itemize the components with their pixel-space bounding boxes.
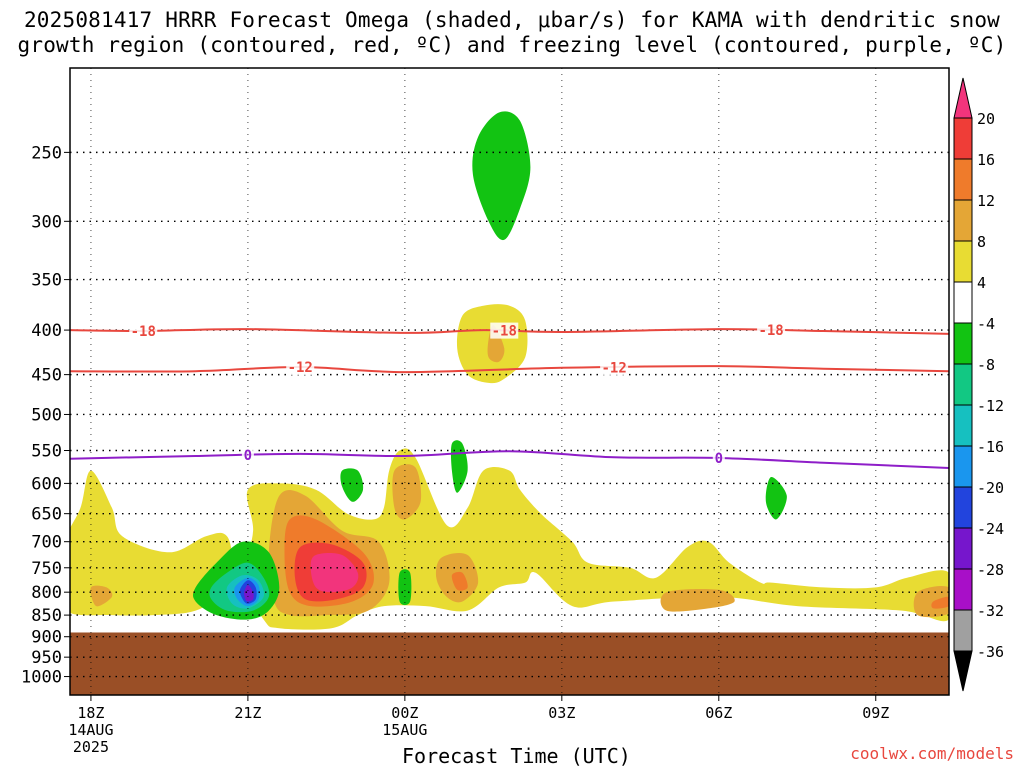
colorbar-swatch [953,486,973,529]
site-credit: coolwx.com/models [850,744,1014,763]
colorbar-top-arrow [953,77,973,119]
dendritic-contour-neg12 [70,365,949,374]
colorbar-label-neg20: -20 [977,479,1004,497]
omega-region-4 [70,448,949,630]
x-tick-label-09Z: 09Z [862,704,889,722]
colorbar-swatch [953,117,973,160]
x-tick-label-00Z: 00Z [391,704,418,722]
dendritic-contour-neg18 [70,328,949,335]
omega-region-neg4 [472,111,531,241]
y-tick-label-600: 600 [31,474,62,494]
y-axis: 2503003504004505005506006507007508008509… [21,143,70,688]
y-tick-label-650: 650 [31,505,62,525]
colorbar-swatch [953,199,973,242]
omega-shading [70,111,949,630]
chart-title-line-1: 2025081417 HRRR Forecast Omega (shaded, … [23,8,1001,32]
colorbar-label-neg28: -28 [977,561,1004,579]
contour-label-bg [286,358,315,375]
contour-label-neg18: -18 [131,324,156,340]
y-tick-label-950: 950 [31,648,62,668]
colorbar-bottom-arrow [953,650,973,692]
colorbar-swatch [953,404,973,447]
x-tick-date-00Z: 15AUG [382,721,427,739]
y-tick-label-500: 500 [31,405,62,425]
omega-region-12 [931,596,949,609]
colorbar-swatch [953,281,973,324]
colorbar-label-8: 8 [977,233,986,251]
y-tick-label-800: 800 [31,583,62,603]
omega-region-neg24 [244,585,254,602]
contour-label-bg [757,322,786,339]
plot-frame [69,67,950,696]
ground-layer [70,632,949,695]
contour-label-neg18: -18 [492,324,517,340]
colorbar-swatch [953,322,973,365]
colorbar-label-4: 4 [977,274,986,292]
omega-region-8 [913,586,949,618]
colorbar-label-neg4: -4 [977,315,995,333]
colorbar-swatch [953,609,973,652]
y-tick-label-550: 550 [31,442,62,462]
contour-label-bg [490,322,519,339]
y-tick-label-300: 300 [31,212,62,232]
colorbar-swatch [953,445,973,488]
contour-label-bg [712,449,725,466]
colorbar-label-16: 16 [977,151,995,169]
freezing-contour-0 [70,450,949,469]
ground-fill [70,632,949,695]
y-tick-label-350: 350 [31,271,62,291]
y-tick-label-750: 750 [31,559,62,579]
x-tick-label-21Z: 21Z [234,704,261,722]
contour-label-bg [241,446,254,463]
y-tick-label-1000: 1000 [21,668,62,688]
grid-lines [70,68,949,695]
colorbar-label-neg36: -36 [977,643,1004,661]
x-tick-year-18Z: 2025 [73,738,109,756]
chart-title-line-2: growth region (contoured, red, ºC) and f… [17,33,1007,57]
omega-region-8 [392,464,422,520]
y-tick-label-400: 400 [31,321,62,341]
colorbar-label-20: 20 [977,110,995,128]
contour-label-bg [600,359,629,376]
colorbar-swatch [953,158,973,201]
colorbar-swatch [953,363,973,406]
omega-region-8 [660,588,735,612]
y-tick-label-700: 700 [31,533,62,553]
colorbar-label-neg16: -16 [977,438,1004,456]
omega-region-neg4 [340,468,364,502]
y-tick-label-850: 850 [31,606,62,626]
contour-label-neg18: -18 [758,323,783,339]
contour-label-0: 0 [244,448,252,464]
colorbar: 20 16 12 8 4 -4 -8 -12 -16 -20 -24 -28 -32 -36 [953,77,1004,692]
colorbar-swatch [953,240,973,283]
colorbar-swatch [953,568,973,611]
colorbar-swatch [953,527,973,570]
colorbar-label-neg32: -32 [977,602,1004,620]
colorbar-label-neg8: -8 [977,356,995,374]
colorbar-label-neg12: -12 [977,397,1004,415]
x-tick-label-03Z: 03Z [548,704,575,722]
y-tick-label-450: 450 [31,366,62,386]
colorbar-label-neg24: -24 [977,520,1004,538]
y-tick-label-900: 900 [31,628,62,648]
omega-region-neg4 [765,476,787,520]
x-tick-date-18Z: 14AUG [68,721,113,739]
contour-label-bg [129,323,158,340]
contour-label-0: 0 [715,451,723,467]
x-tick-label-18Z: 18Z [77,704,104,722]
omega-region-neg4 [450,440,468,493]
y-tick-label-250: 250 [31,143,62,163]
omega-region-neg4 [398,569,412,606]
contour-layer: -18 -18 -18 -12 -12 0 0 [70,322,949,469]
colorbar-label-12: 12 [977,192,995,210]
omega-region-12 [451,571,468,591]
omega-region-20 [310,553,359,593]
x-tick-label-06Z: 06Z [705,704,732,722]
x-axis-title: Forecast Time (UTC) [402,744,631,768]
omega-region-8 [90,585,113,607]
contour-label-neg12: -12 [288,360,313,376]
contour-label-neg12: -12 [601,360,626,376]
